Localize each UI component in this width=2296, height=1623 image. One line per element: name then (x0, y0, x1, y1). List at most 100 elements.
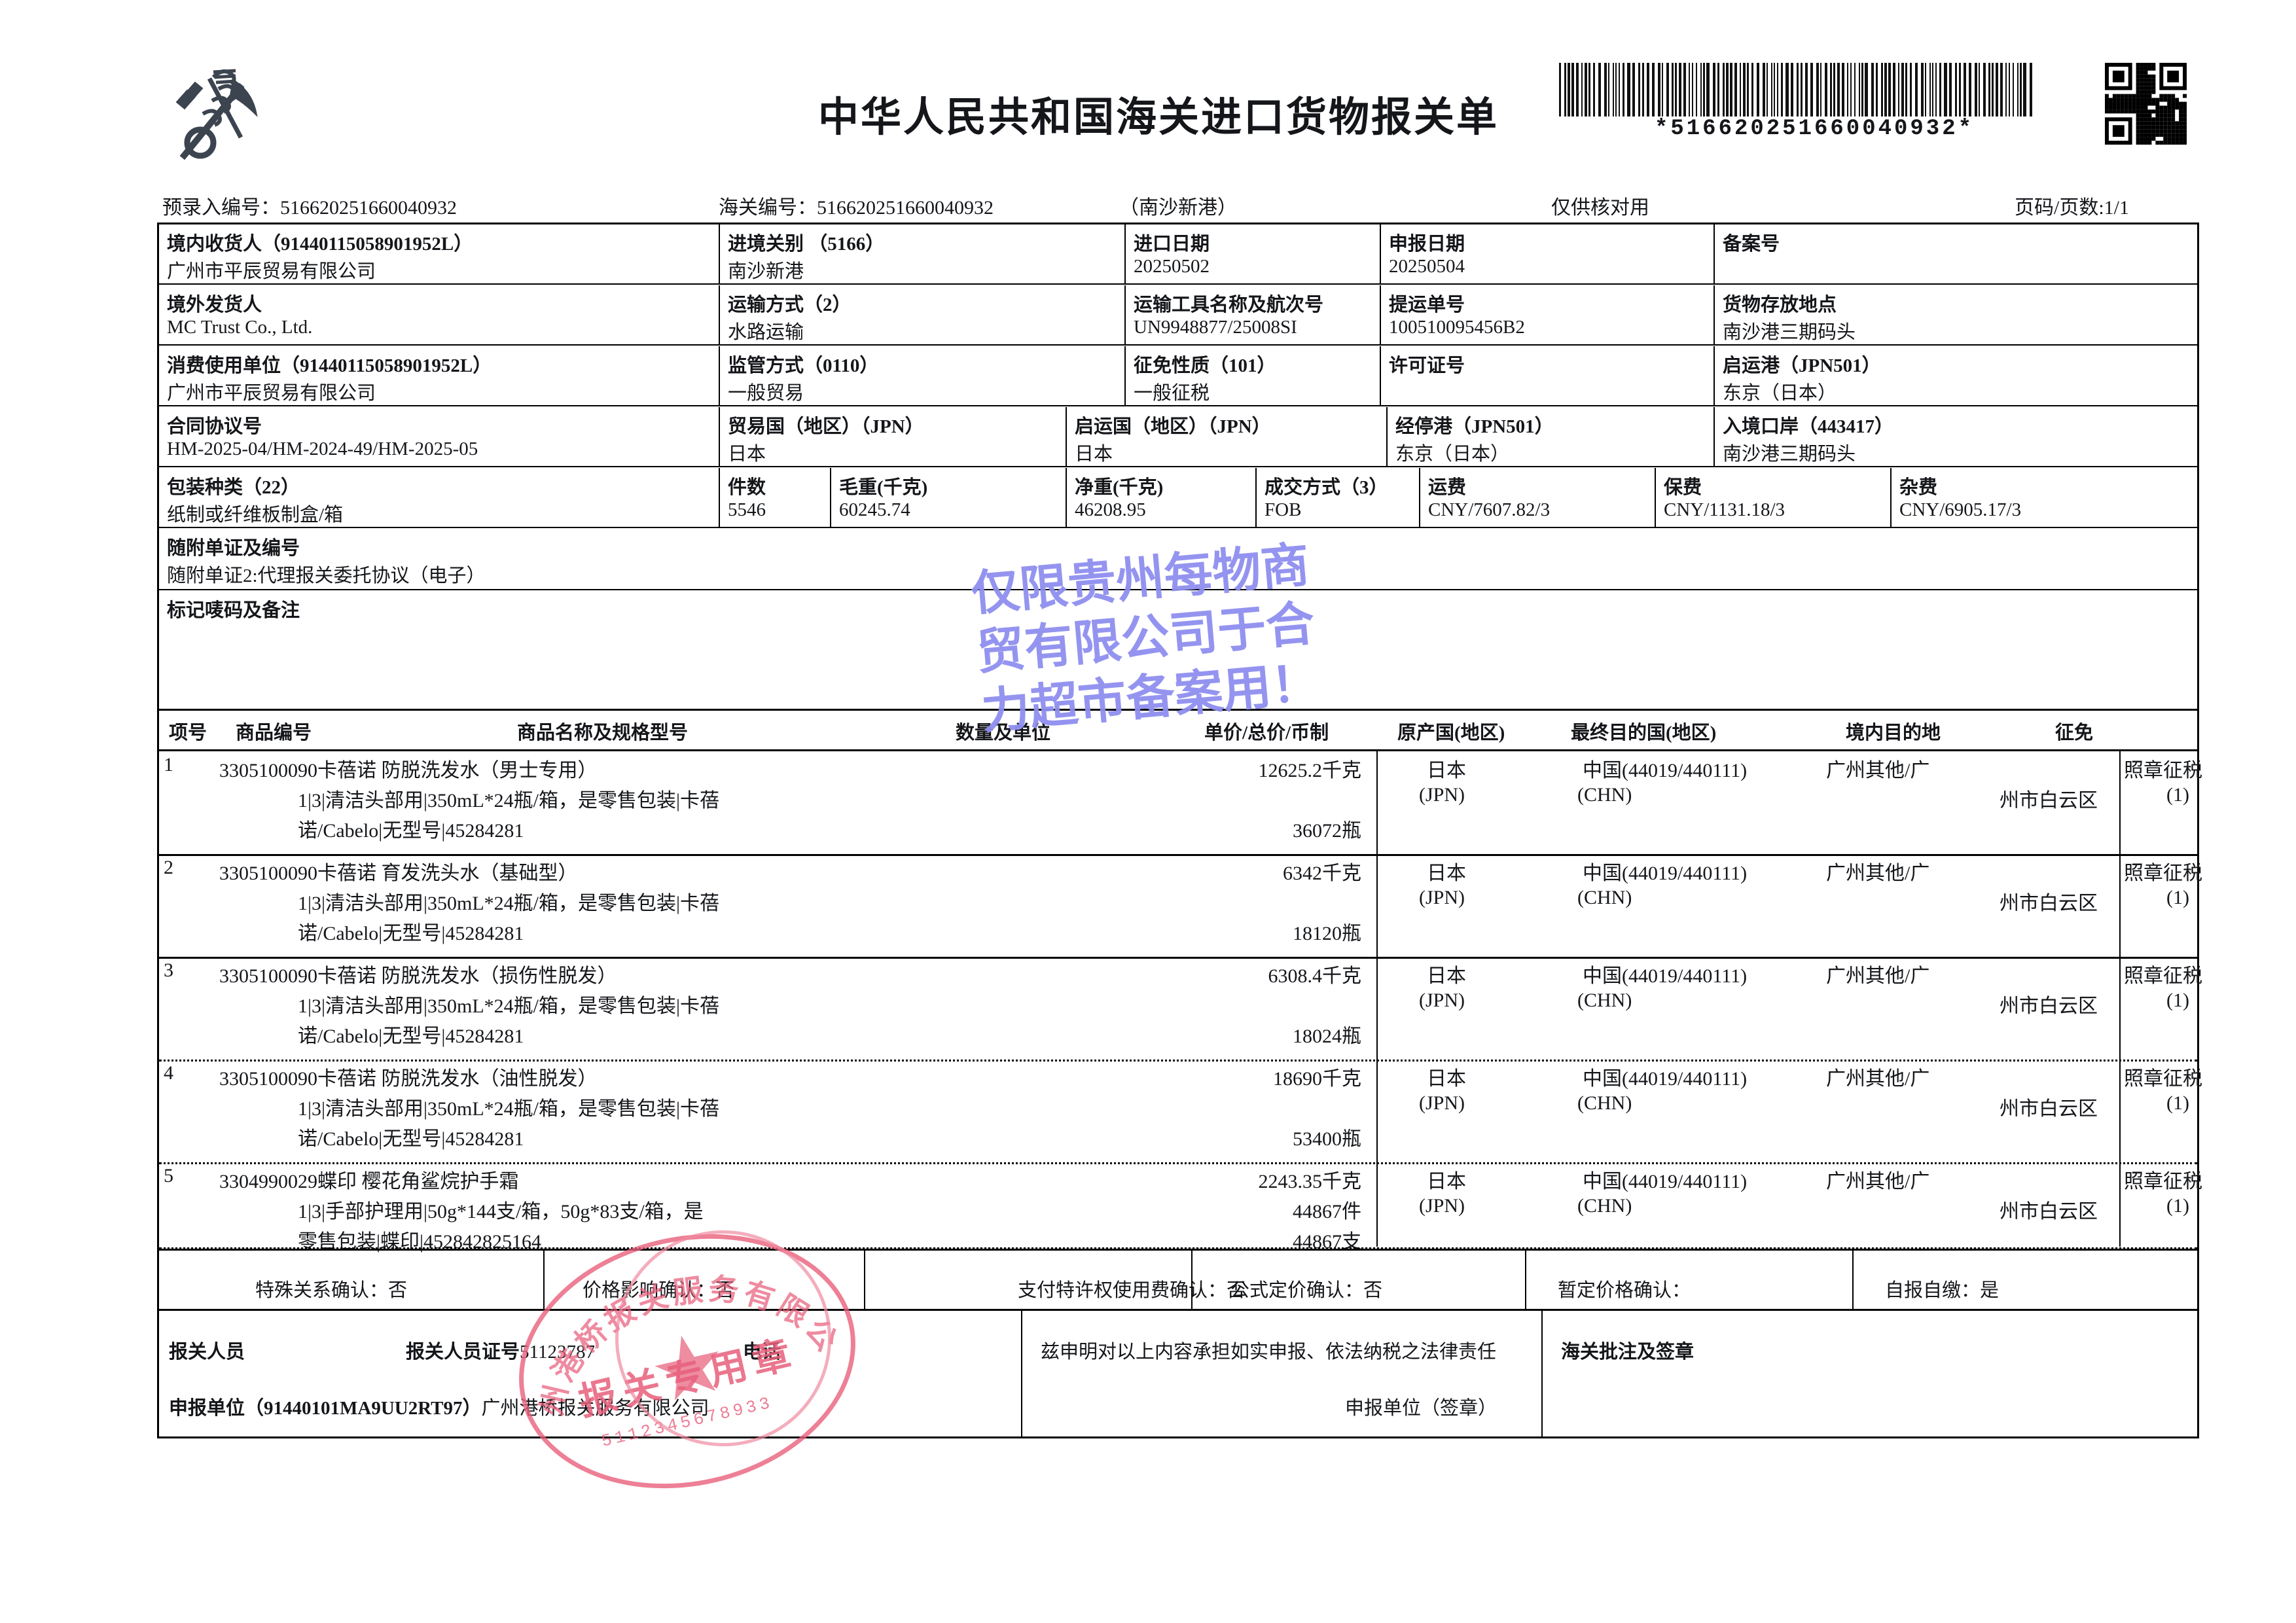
field-value: 南沙港三期码头 (1723, 444, 1856, 465)
goods-spec-line1-5: 1|3|手部护理用|50g*144支/箱，50g*83支/箱，是 (298, 1201, 704, 1222)
field-value: UN9948877/25008SI (1134, 317, 1297, 338)
goods-levy-2: 照章征税 (2124, 863, 2202, 884)
goods-origin-code-1: (JPN) (1419, 784, 1465, 806)
field-label: 境外发货人 (167, 294, 262, 315)
goods-domestic2-4: 州市白云区 (2000, 1098, 2098, 1120)
field-label: 净重(千克) (1075, 477, 1164, 498)
field-value: 纸制或纤维板制盒/箱 (167, 505, 344, 526)
field-trade-terms: 成交方式（3） FOB (1255, 468, 1419, 527)
goods-item-no-4: 4 (164, 1062, 173, 1084)
field-transport-mode: 运输方式（2） 水路运输 (719, 285, 1124, 344)
field-label: 提运单号 (1389, 294, 1465, 315)
goods-spec-line1-2: 1|3|清洁头部用|350mL*24瓶/箱，是零售包装|卡蓓 (298, 893, 720, 914)
goods-header-qty-unit: 数量及单位 (956, 722, 1051, 743)
goods-domestic1-5: 广州其他/广 (1826, 1171, 1930, 1192)
goods-row-separator (159, 957, 2197, 959)
field-value: CNY/1131.18/3 (1664, 499, 1785, 520)
field-supervision-mode: 监管方式（0110） 一般贸易 (719, 346, 1124, 405)
goods-domestic2-2: 州市白云区 (2000, 893, 2098, 914)
goods-levy-code-3: (1) (2166, 990, 2189, 1011)
field-consignor-os: 境外发货人 MC Trust Co., Ltd. (159, 285, 719, 344)
declaring-unit-label: 申报单位（91440101MA9UU2RT97）广州港桥报关服务有限公司 (169, 1393, 709, 1420)
barcode-image (1559, 63, 2056, 116)
field-package-count: 件数 5546 (719, 468, 830, 527)
field-label: 保费 (1664, 477, 1702, 498)
declarant-cert-label: 报关人员证号51123787 (406, 1336, 595, 1364)
field-gross-weight: 毛重(千克) 60245.74 (830, 468, 1066, 527)
goods-origin-2: 日本 (1427, 863, 1466, 884)
field-label: 启运国（地区）（JPN） (1075, 416, 1271, 437)
goods-spec-line2-1: 诺/Cabelo|无型号|45284281 (298, 820, 524, 842)
goods-row-separator (159, 1060, 2197, 1061)
field-entry-customs: 进境关别 （5166） 南沙新港 (719, 224, 1124, 283)
field-label: 运输方式（2） (728, 294, 852, 315)
goods-dest-1: 中国(44019/440111) (1583, 760, 1748, 781)
field-value: 60245.74 (839, 499, 910, 520)
legal-statement: 兹申明对以上内容承担如实申报、依法纳税之法律责任 (1041, 1342, 1497, 1363)
field-import-date: 进口日期 20250502 (1124, 224, 1380, 283)
declaring-unit-label-text: 申报单位（91440101MA9UU2RT97） (169, 1398, 482, 1419)
goods-dest-4: 中国(44019/440111) (1583, 1068, 1748, 1090)
goods-header-item-no: 项号 (169, 722, 207, 743)
goods-domestic1-3: 广州其他/广 (1826, 965, 1930, 987)
declarant-cert-value: 51123787 (520, 1342, 595, 1363)
field-label: 运输工具名称及航次号 (1134, 294, 1324, 315)
confirm-formula-pricing: 公式定价确认：否 (1230, 1280, 1383, 1301)
goods-levy-5: 照章征税 (2124, 1171, 2202, 1192)
pre-entry-value: 516620251660040932 (280, 197, 457, 219)
declaring-unit-value: 广州港桥报关服务有限公司 (481, 1398, 709, 1419)
goods-origin-code-4: (JPN) (1419, 1092, 1465, 1114)
field-bill-no: 提运单号 100510095456B2 (1380, 285, 1713, 344)
goods-item-no-5: 5 (164, 1165, 173, 1186)
goods-spec-line1-3: 1|3|清洁头部用|350mL*24瓶/箱，是零售包装|卡蓓 (298, 995, 720, 1017)
goods-domestic1-4: 广州其他/广 (1826, 1068, 1930, 1090)
field-levy-nature: 征免性质（101） 一般征税 (1124, 346, 1380, 405)
declarant-cert-label-text: 报关人员证号 (406, 1342, 520, 1363)
goods-origin-code-2: (JPN) (1419, 887, 1465, 908)
field-label: 杂费 (1899, 477, 1938, 498)
goods-dest-code-1: (CHN) (1577, 784, 1632, 806)
goods-row-separator (159, 1247, 2197, 1249)
field-label: 随附单证及编号 (167, 538, 300, 559)
field-freight: 运费 CNY/7607.82/3 (1419, 468, 1655, 527)
field-label: 件数 (728, 477, 766, 498)
goods-domestic2-3: 州市白云区 (2000, 995, 2098, 1017)
goods-levy-code-1: (1) (2166, 784, 2189, 806)
field-value: 广州市平辰贸易有限公司 (167, 383, 376, 404)
goods-hs-code-3: 3305100090卡蓓诺 防脱洗发水（损伤性脱发） (219, 965, 617, 987)
declarant-label: 报关人员 (169, 1342, 245, 1363)
goods-qty1-3: 6308.4千克 (1268, 965, 1362, 987)
field-departure-country: 启运国（地区）（JPN） 日本 (1066, 407, 1386, 466)
goods-header-destination-country: 最终目的国(地区) (1571, 722, 1717, 743)
goods-qty2-5: 44867件 (1293, 1201, 1361, 1222)
goods-origin-code-3: (JPN) (1419, 990, 1465, 1011)
field-value: 20250504 (1389, 256, 1465, 277)
field-vessel-voyage: 运输工具名称及航次号 UN9948877/25008SI (1124, 285, 1713, 344)
field-attached-docs: 随附单证及编号 随附单证2:代理报关委托协议（电子） (159, 529, 2197, 589)
field-value: 南沙港三期码头 (1723, 322, 1856, 343)
goods-qty2-2: 18120瓶 (1293, 923, 1361, 944)
field-storage-place: 货物存放地点 南沙港三期码头 (1713, 285, 2197, 344)
page-title: 中华人民共和国海关进口货物报关单 (817, 96, 1499, 140)
field-label: 入境口岸（443417） (1723, 416, 1894, 437)
goods-hs-code-1: 3305100090卡蓓诺 防脱洗发水（男士专用） (219, 760, 598, 781)
field-label: 毛重(千克) (839, 477, 928, 498)
goods-item-no-2: 2 (164, 857, 173, 878)
goods-origin-3: 日本 (1427, 965, 1466, 987)
field-label: 申报日期 (1389, 234, 1465, 255)
field-label: 备案号 (1723, 234, 1780, 255)
goods-header-levy-exempt: 征免 (2055, 722, 2094, 743)
field-label: 许可证号 (1389, 355, 1465, 376)
field-value: 一般征税 (1134, 383, 1210, 404)
goods-dest-code-5: (CHN) (1577, 1195, 1632, 1217)
goods-hs-code-4: 3305100090卡蓓诺 防脱洗发水（油性脱发） (219, 1068, 598, 1090)
field-label: 贸易国（地区）（JPN） (728, 416, 924, 437)
pre-entry-number: 预录入编号：516620251660040932 (162, 191, 457, 220)
field-label: 合同协议号 (167, 416, 262, 437)
field-value: FOB (1265, 499, 1302, 520)
customs-approval-label: 海关批注及签章 (1561, 1342, 1695, 1363)
field-label: 进口日期 (1134, 234, 1210, 255)
goods-qty1-5: 2243.35千克 (1258, 1171, 1362, 1192)
field-value: 100510095456B2 (1389, 317, 1525, 338)
